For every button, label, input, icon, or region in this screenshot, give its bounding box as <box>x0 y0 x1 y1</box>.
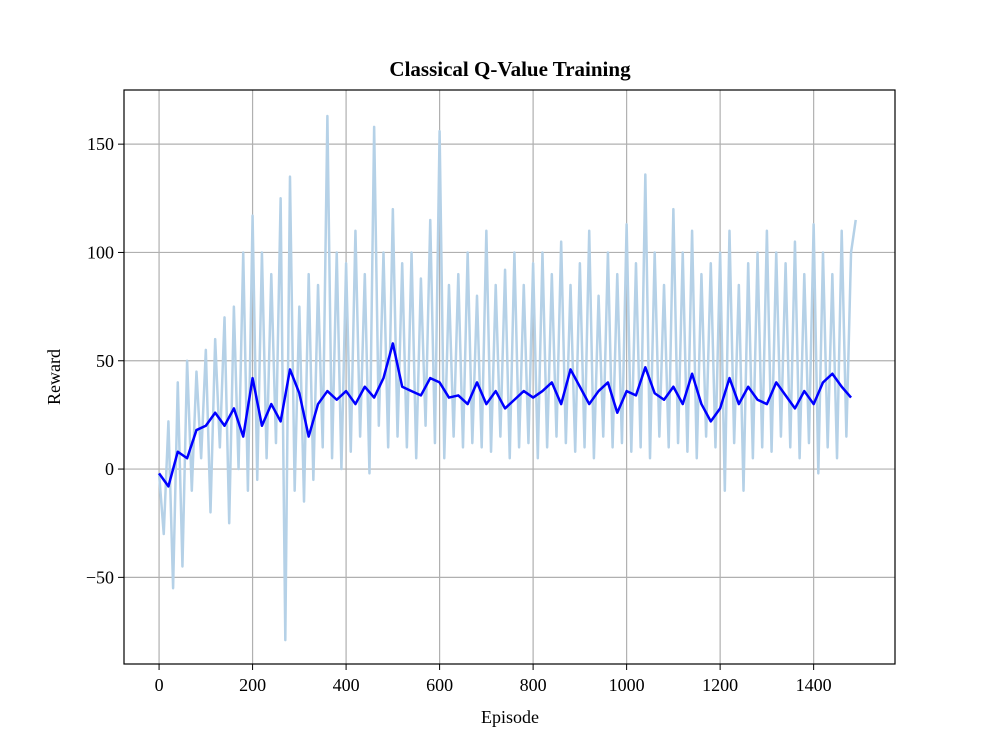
x-tick-label: 400 <box>333 675 360 695</box>
y-tick-label: 0 <box>105 459 114 479</box>
y-axis-label: Reward <box>44 349 64 405</box>
x-tick-label: 800 <box>520 675 547 695</box>
chart-title: Classical Q-Value Training <box>389 57 631 81</box>
x-tick-label: 600 <box>426 675 453 695</box>
y-tick-label: −50 <box>86 567 114 587</box>
plot-frame <box>123 89 896 665</box>
x-tick-label: 200 <box>239 675 266 695</box>
line <box>157 114 857 642</box>
x-axis-label: Episode <box>481 707 539 727</box>
line <box>158 342 852 488</box>
y-tick-label: 100 <box>87 242 114 262</box>
y-tick-label: 50 <box>96 351 114 371</box>
x-tick-label: 0 <box>155 675 164 695</box>
x-tick-label: 1200 <box>702 675 738 695</box>
y-tick-label: 150 <box>87 134 114 154</box>
x-tick-label: 1400 <box>796 675 832 695</box>
x-tick-label: 1000 <box>609 675 645 695</box>
